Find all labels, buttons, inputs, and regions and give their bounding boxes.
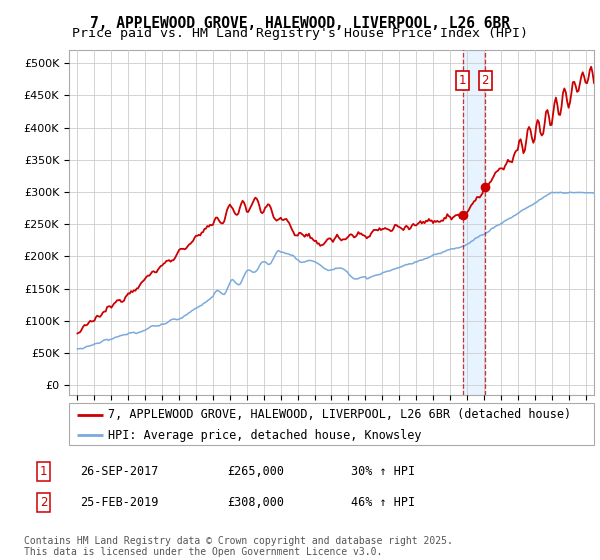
Text: Contains HM Land Registry data © Crown copyright and database right 2025.
This d: Contains HM Land Registry data © Crown c… [24,535,453,557]
Text: £265,000: £265,000 [227,465,284,478]
Text: 30% ↑ HPI: 30% ↑ HPI [351,465,415,478]
Text: 46% ↑ HPI: 46% ↑ HPI [351,496,415,509]
Text: 1: 1 [459,74,466,87]
Text: 7, APPLEWOOD GROVE, HALEWOOD, LIVERPOOL, L26 6BR (detached house): 7, APPLEWOOD GROVE, HALEWOOD, LIVERPOOL,… [109,408,571,422]
Text: HPI: Average price, detached house, Knowsley: HPI: Average price, detached house, Know… [109,428,422,442]
Text: 7, APPLEWOOD GROVE, HALEWOOD, LIVERPOOL, L26 6BR: 7, APPLEWOOD GROVE, HALEWOOD, LIVERPOOL,… [90,16,510,31]
Text: 2: 2 [482,74,489,87]
Text: 25-FEB-2019: 25-FEB-2019 [80,496,159,509]
Text: 1: 1 [40,465,47,478]
Text: £308,000: £308,000 [227,496,284,509]
Text: Price paid vs. HM Land Registry's House Price Index (HPI): Price paid vs. HM Land Registry's House … [72,27,528,40]
Text: 26-SEP-2017: 26-SEP-2017 [80,465,159,478]
FancyBboxPatch shape [69,403,594,445]
Bar [463,50,485,395]
Text: 2: 2 [40,496,47,509]
